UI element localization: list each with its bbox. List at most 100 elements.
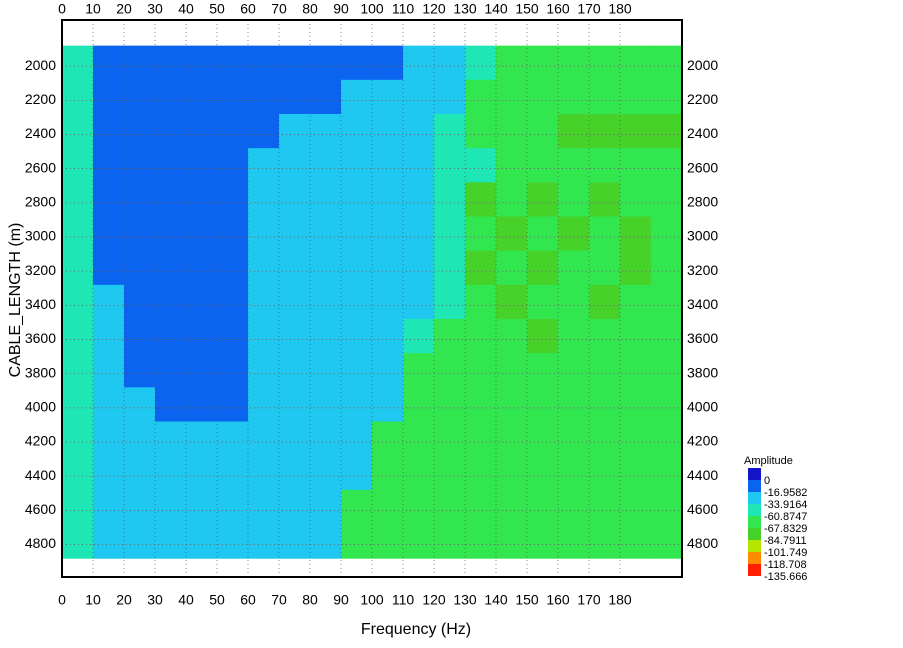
heat-cell [248, 387, 280, 423]
heat-cell [248, 489, 280, 525]
heat-cell [496, 250, 528, 286]
heat-cell [310, 319, 342, 354]
heat-cell [310, 455, 342, 491]
heat-cell [465, 79, 497, 115]
x-tick-label: 60 [240, 1, 256, 17]
heat-cell [651, 79, 683, 115]
y-tick-label: 3400 [687, 296, 718, 312]
heat-cell [341, 148, 373, 183]
heat-cell [124, 524, 156, 559]
heat-cell [93, 489, 125, 525]
heat-cell [217, 148, 249, 183]
colorbar-swatch [748, 468, 761, 480]
heat-cell [496, 113, 528, 149]
heat-cell [651, 113, 683, 149]
y-tick-label: 4000 [25, 399, 56, 415]
heat-cell [589, 524, 621, 559]
heat-cell [651, 387, 683, 423]
heat-cell [310, 421, 342, 457]
heat-cell [248, 250, 280, 286]
heat-cell [496, 182, 528, 217]
x-tick-label: 30 [147, 592, 163, 608]
heat-cell [589, 489, 621, 525]
heat-cell [558, 284, 590, 320]
x-tick-label: 100 [360, 1, 384, 17]
heat-cell [465, 148, 497, 183]
heat-cell [186, 148, 218, 183]
heat-cell [93, 353, 125, 388]
heat-cell [558, 250, 590, 286]
heat-cell [589, 455, 621, 491]
heat-cell [589, 250, 621, 286]
heat-cell [217, 524, 249, 559]
colorbar-title: Amplitude [744, 455, 793, 467]
colorbar-swatch [748, 564, 761, 576]
y-tick-label: 2600 [687, 159, 718, 175]
heat-cell [620, 319, 652, 354]
y-tick-label: 2600 [25, 159, 56, 175]
heat-cell [310, 216, 342, 252]
heat-cell [372, 284, 404, 320]
heat-cell [372, 353, 404, 388]
heat-cell [124, 489, 156, 525]
heat-cell [124, 353, 156, 388]
heat-cell [155, 148, 187, 183]
heat-cell [248, 182, 280, 217]
heat-cell [62, 79, 94, 115]
x-tick-label: 140 [484, 592, 508, 608]
x-tick-label: 80 [302, 1, 318, 17]
heat-cell [279, 148, 311, 183]
heat-cell [62, 387, 94, 423]
heat-cell [279, 319, 311, 354]
heat-cell [279, 182, 311, 217]
heat-cell [155, 524, 187, 559]
heat-cell [93, 216, 125, 252]
heat-cell [279, 45, 311, 81]
x-tick-label: 170 [577, 1, 601, 17]
heat-cell [310, 148, 342, 183]
heat-cell [124, 182, 156, 217]
heat-cell [496, 216, 528, 252]
y-tick-label: 2000 [687, 57, 718, 73]
heat-cell [434, 455, 466, 491]
heatmap [62, 45, 683, 559]
heat-cell [62, 489, 94, 525]
x-tick-label: 40 [178, 592, 194, 608]
colorbar-label: -67.8329 [764, 523, 807, 535]
heat-cell [217, 353, 249, 388]
y-tick-label: 4200 [687, 433, 718, 449]
heat-cell [558, 45, 590, 81]
heat-cell [93, 455, 125, 491]
heat-cell [558, 489, 590, 525]
heat-cell [279, 421, 311, 457]
heat-cell [527, 148, 559, 183]
heat-cell [155, 353, 187, 388]
y-tick-label: 3200 [687, 262, 718, 278]
x-tick-label: 10 [85, 592, 101, 608]
heat-cell [558, 148, 590, 183]
heat-cell [496, 79, 528, 115]
y-tick-label: 3400 [25, 296, 56, 312]
heat-cell [62, 284, 94, 320]
heat-cell [465, 216, 497, 252]
heat-cell [434, 387, 466, 423]
heat-cell [186, 250, 218, 286]
y-tick-label: 4400 [25, 467, 56, 483]
heat-cell [589, 421, 621, 457]
heat-cell [341, 250, 373, 286]
heat-cell [279, 216, 311, 252]
y-tick-label: 2800 [25, 194, 56, 210]
y-tick-label: 4600 [687, 501, 718, 517]
heat-cell [651, 455, 683, 491]
y-tick-label: 3600 [25, 330, 56, 346]
x-tick-label: 50 [209, 592, 225, 608]
heat-cell [372, 79, 404, 115]
heat-cell [465, 319, 497, 354]
heat-cell [217, 284, 249, 320]
heat-cell [155, 250, 187, 286]
heat-cell [62, 182, 94, 217]
heat-cell [341, 353, 373, 388]
heat-cell [465, 45, 497, 81]
colorbar-swatch [748, 516, 761, 528]
heat-cell [310, 489, 342, 525]
